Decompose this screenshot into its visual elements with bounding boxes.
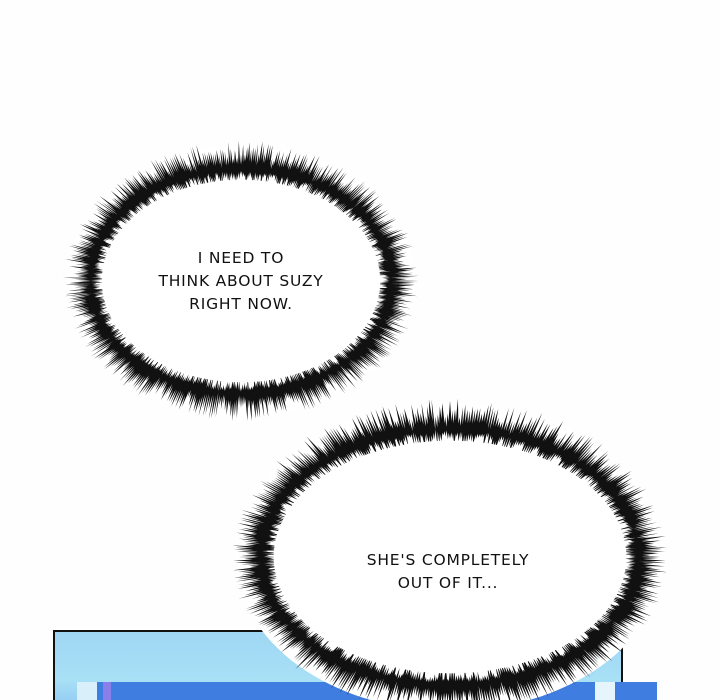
bubble-line: THINK ABOUT SUZY xyxy=(158,272,324,290)
panel-detail xyxy=(595,682,615,700)
panel-detail xyxy=(103,682,111,700)
bubble-line: OUT OF IT... xyxy=(397,574,499,592)
bubble-line: I NEED TO xyxy=(197,249,285,267)
bubble-2-text: SHE'S COMPLETELY OUT OF IT... xyxy=(367,549,530,595)
spiky-bubble-1 xyxy=(62,140,419,421)
spiky-bubble-2 xyxy=(232,398,668,700)
bubble-1-text: I NEED TO THINK ABOUT SUZY RIGHT NOW. xyxy=(158,247,323,316)
bubble-line: RIGHT NOW. xyxy=(189,295,293,313)
bubble-line: SHE'S COMPLETELY xyxy=(366,551,530,569)
